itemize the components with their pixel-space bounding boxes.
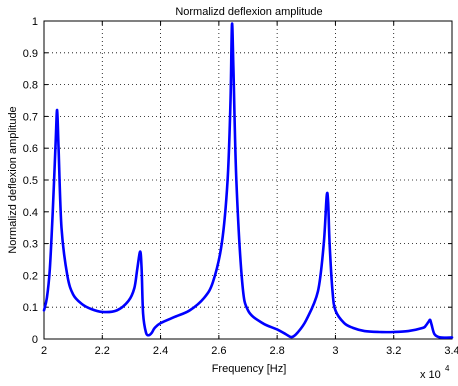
- y-tick-label: 1: [32, 16, 38, 28]
- y-tick-label: 0.1: [23, 302, 38, 314]
- y-tick-labels: 0 0.1 0.2 0.3 0.4 0.5 0.6 0.7 0.8 0.9 1: [23, 16, 38, 346]
- y-tick-label: 0.7: [23, 111, 38, 123]
- y-tick-label: 0.9: [23, 48, 38, 60]
- series-line: [42, 22, 454, 339]
- x-tick-label: 3: [332, 345, 338, 357]
- y-tick-label: 0.8: [23, 80, 38, 92]
- x-tick-label: 2: [41, 345, 47, 357]
- tick-marks: [43, 20, 453, 340]
- y-tick-label: 0.4: [23, 207, 38, 219]
- y-tick-label: 0.5: [23, 175, 38, 187]
- x-tick-label: 3.4: [444, 345, 458, 357]
- x-tick-label: 2.2: [95, 345, 110, 357]
- y-tick-label: 0.6: [23, 143, 38, 155]
- x-tick-label: 2.4: [153, 345, 168, 357]
- y-axis-title: Normalizd deflexion amplitude: [7, 106, 19, 253]
- x-multiplier-label: x 10: [420, 369, 441, 381]
- chart-title: Normalizd deflexion amplitude: [175, 6, 322, 18]
- y-tick-label: 0.3: [23, 239, 38, 251]
- x-tick-labels: 2 2.2 2.4 2.6 2.8 3 3.2 3.4: [41, 345, 458, 357]
- grid-lines: [44, 21, 452, 339]
- x-multiplier-exponent: 4: [445, 364, 450, 373]
- x-tick-label: 2.6: [211, 345, 226, 357]
- x-tick-label: 2.8: [269, 345, 284, 357]
- x-tick-label: 3.2: [386, 345, 401, 357]
- x-axis-title: Frequency [Hz]: [212, 363, 287, 375]
- y-tick-label: 0: [32, 334, 38, 346]
- y-tick-label: 0.2: [23, 270, 38, 282]
